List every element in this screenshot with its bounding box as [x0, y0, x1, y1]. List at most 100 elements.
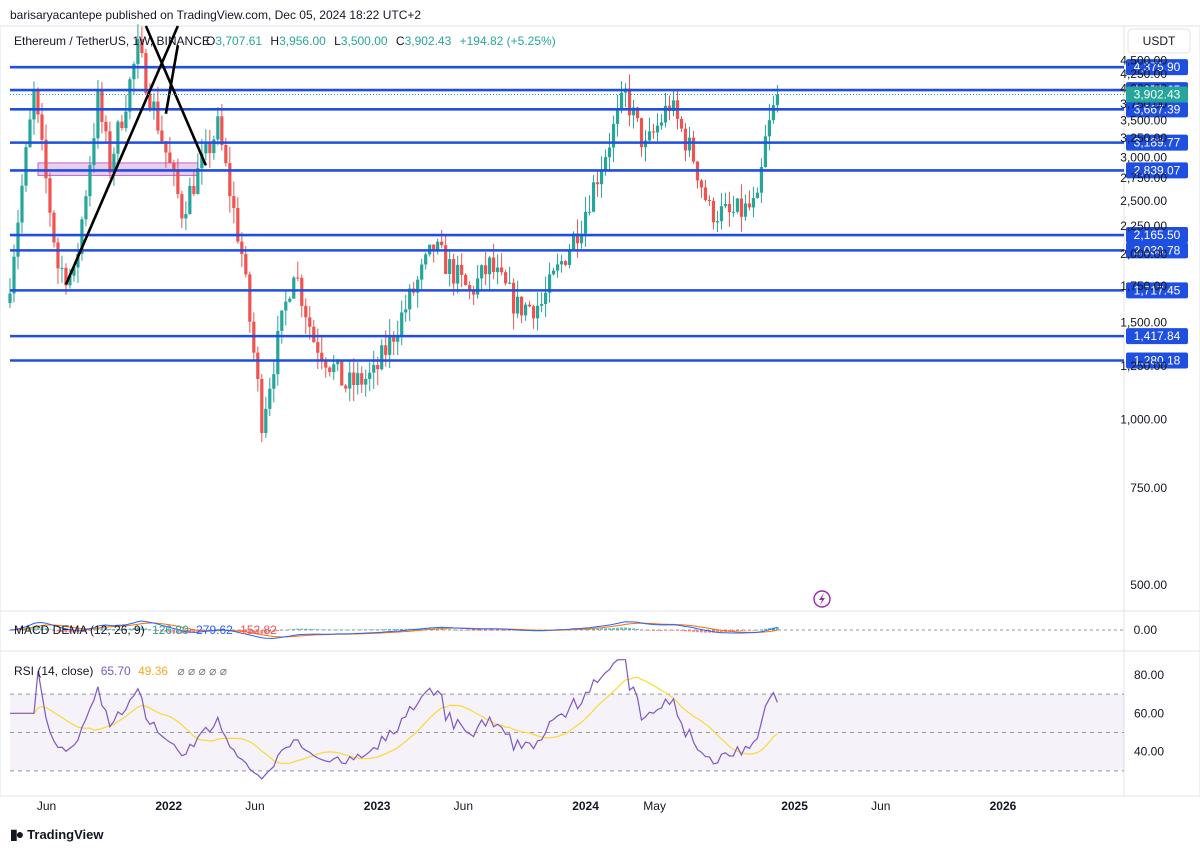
- candle: [655, 113, 660, 142]
- candle: [575, 219, 580, 258]
- candle-body: [12, 256, 16, 294]
- tradingview-logo[interactable]: ▮● TradingView: [10, 826, 104, 843]
- candle-body: [388, 335, 392, 355]
- candle: [452, 253, 456, 296]
- macd-histogram-bar: [256, 630, 260, 633]
- candle-body: [208, 142, 212, 154]
- candle-body: [599, 170, 604, 185]
- high-label: H: [270, 34, 279, 48]
- macd-histogram-bar: [720, 630, 723, 633]
- candle: [368, 362, 372, 392]
- macd-histogram-bar: [392, 629, 396, 630]
- candle: [36, 87, 40, 124]
- candle-body: [703, 187, 708, 200]
- candle-body: [192, 185, 196, 194]
- candle-body: [771, 105, 776, 121]
- candle-body: [731, 211, 736, 213]
- rsi-label: RSI (14, close): [14, 664, 93, 678]
- candle: [567, 244, 572, 269]
- lightning-icon[interactable]: [813, 590, 831, 608]
- macd-histogram-bar: [384, 629, 388, 630]
- candle-body: [244, 254, 248, 275]
- candle: [432, 244, 436, 263]
- macd-histogram-bar: [604, 628, 607, 630]
- candle-body: [104, 121, 108, 132]
- macd-histogram-bar: [124, 628, 128, 630]
- candle: [400, 300, 404, 346]
- candle-body: [372, 364, 376, 373]
- symbol-name: Ethereum / TetherUS, 1W, BINANCE: [14, 34, 210, 48]
- price-tick-label: 2,500.00: [1120, 194, 1167, 208]
- candle-body: [492, 257, 496, 273]
- close-label: C: [396, 34, 405, 48]
- candle-body: [763, 136, 768, 168]
- candle-body: [520, 296, 524, 316]
- candle-body: [539, 304, 544, 306]
- macd-histogram-bar: [100, 627, 104, 630]
- level-tag: [1126, 59, 1188, 76]
- currency-button[interactable]: USDT: [1127, 28, 1191, 54]
- macd-histogram-bar: [684, 630, 687, 632]
- candle: [424, 252, 428, 270]
- candle: [496, 254, 500, 285]
- candle: [396, 320, 400, 356]
- macd-histogram-bar: [484, 630, 488, 631]
- candle-body: [232, 196, 236, 209]
- candle-body: [136, 39, 140, 64]
- change-value: +194.82 (+5.25%): [460, 34, 556, 48]
- candle: [344, 384, 348, 393]
- candle: [108, 121, 112, 179]
- macd-histogram-bar: [656, 630, 659, 631]
- macd-histogram-bar: [164, 630, 168, 633]
- candle: [292, 276, 296, 299]
- candle-body: [248, 274, 252, 322]
- candle-body: [76, 253, 80, 268]
- level-tag: [1126, 282, 1188, 299]
- candle-body: [747, 203, 752, 208]
- candle-body: [128, 79, 132, 112]
- candle-body: [751, 198, 756, 208]
- candle-body: [404, 309, 408, 313]
- macd-histogram-bar: [592, 628, 595, 630]
- candle-body: [164, 141, 168, 153]
- open-label: O: [206, 34, 215, 48]
- candle: [587, 195, 592, 216]
- macd-histogram-bar: [424, 628, 428, 630]
- price-tick-label: 1,250.00: [1120, 359, 1167, 373]
- macd-histogram-bar: [400, 628, 404, 630]
- candle: [651, 123, 656, 139]
- macd-histogram-bar: [36, 626, 40, 630]
- price-tick-label: 2,000.00: [1120, 247, 1167, 261]
- time-tick-label: Jun: [245, 799, 264, 813]
- price-tick-label: 1,000.00: [1120, 412, 1167, 426]
- candle-body: [380, 345, 384, 370]
- candle: [508, 266, 512, 285]
- candle-body: [228, 163, 232, 197]
- candle: [404, 294, 408, 322]
- rsi-label-group: RSI (14, close) 65.70 49.36 ⌀ ⌀ ⌀ ⌀ ⌀: [14, 664, 227, 678]
- price-tick-label: 2,750.00: [1120, 171, 1167, 185]
- macd-histogram-bar: [752, 630, 755, 631]
- candle-body: [615, 108, 620, 124]
- candle: [488, 255, 492, 290]
- candle: [520, 296, 524, 324]
- ohlc-values: O3,707.61 H3,956.00 L3,500.00 C3,902.43 …: [206, 34, 556, 48]
- macd-hist-value: 126.80: [152, 623, 189, 637]
- candle: [196, 153, 200, 195]
- candle-body: [324, 360, 328, 368]
- candle: [56, 237, 60, 284]
- macd-histogram-bar: [308, 628, 312, 630]
- price-tick-label: 500.00: [1130, 578, 1167, 592]
- macd-histogram-bar: [660, 630, 663, 631]
- candle-body: [727, 204, 732, 212]
- candle-body: [260, 378, 264, 434]
- candle-body: [619, 92, 624, 109]
- candle: [731, 195, 736, 217]
- candle: [152, 93, 156, 120]
- candle-body: [743, 203, 748, 217]
- candle-body: [396, 336, 400, 342]
- macd-histogram-bar: [152, 630, 156, 631]
- candle: [68, 268, 72, 289]
- macd-histogram-bar: [700, 630, 703, 633]
